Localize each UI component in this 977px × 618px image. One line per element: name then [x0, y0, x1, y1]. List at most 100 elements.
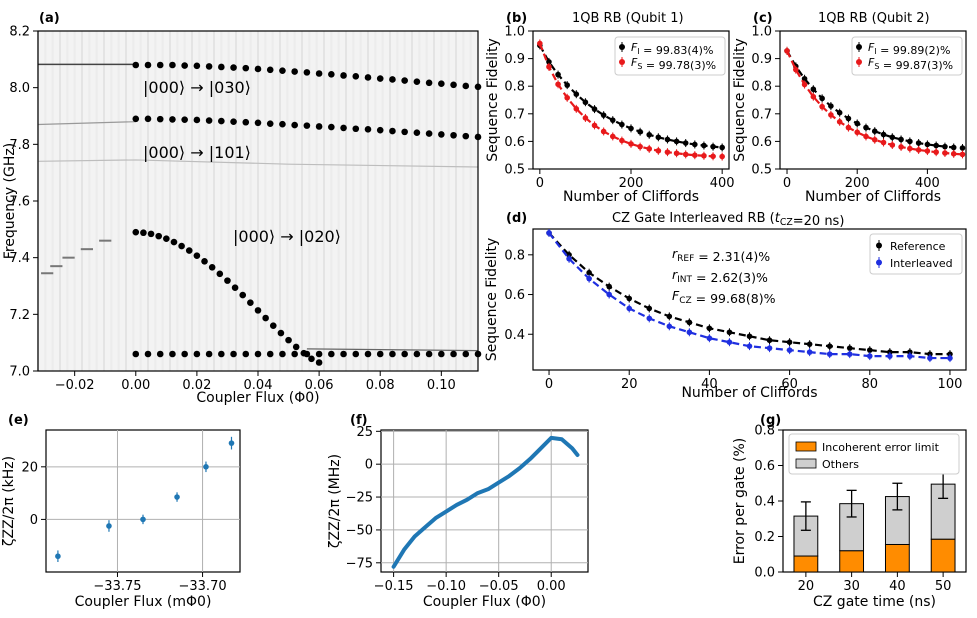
data-point — [170, 238, 178, 246]
y-tick-label: −75 — [346, 556, 373, 571]
data-point — [279, 350, 286, 358]
data-point — [666, 323, 673, 330]
chart-title: 1QB RB (Qubit 1) — [572, 11, 684, 26]
legend-label: Interleaved — [890, 257, 953, 270]
legend-label: Reference — [890, 240, 946, 253]
annotation: |000⟩ → |020⟩ — [233, 227, 341, 246]
annotation: FCZ = 99.68(8)% — [672, 288, 776, 306]
data-point — [606, 283, 612, 290]
data-point — [915, 140, 922, 146]
y-axis-label: ζZZ/2π (kHz) — [1, 456, 17, 546]
annotation: rINT = 2.62(3)% — [672, 267, 768, 285]
data-point — [766, 345, 773, 351]
data-point — [132, 115, 140, 123]
data-point — [140, 516, 146, 523]
data-point — [106, 523, 112, 529]
data-point — [907, 353, 913, 359]
data-point — [786, 339, 793, 345]
data-point — [600, 112, 607, 118]
data-point — [845, 115, 852, 122]
data-point — [719, 153, 725, 160]
y-tick-label: 1.0 — [751, 25, 772, 40]
y-tick-label: 0.8 — [504, 248, 525, 263]
data-point — [564, 94, 570, 101]
data-point — [450, 81, 457, 89]
x-axis-label: Coupler Flux (Φ0) — [423, 594, 546, 610]
data-point — [315, 359, 323, 366]
data-point — [147, 230, 155, 238]
data-point — [401, 350, 408, 358]
y-tick-label: 0 — [365, 458, 373, 473]
data-point — [144, 61, 152, 69]
panel-label: (b) — [506, 11, 527, 26]
spectral-line — [37, 159, 479, 168]
x-tick-label: 0 — [783, 176, 791, 191]
data-point — [546, 230, 552, 236]
data-point — [887, 353, 893, 359]
data-point — [389, 350, 396, 358]
data-point — [413, 78, 421, 86]
data-point — [425, 79, 433, 87]
legend-marker — [619, 59, 625, 65]
y-tick-label: 0.4 — [754, 495, 775, 510]
data-point — [364, 126, 372, 133]
data-point — [784, 48, 790, 54]
data-point — [193, 116, 201, 124]
data-point — [450, 131, 457, 139]
x-tick-label: 30 — [843, 579, 860, 594]
legend-label: FS = 99.87(3)% — [868, 56, 953, 72]
data-point — [826, 351, 833, 357]
y-axis-label: Error per gate (%) — [732, 438, 748, 565]
data-point — [726, 339, 733, 345]
data-point — [854, 120, 861, 127]
data-point — [555, 81, 561, 88]
data-point — [474, 133, 482, 141]
data-point — [826, 343, 833, 349]
data-point — [701, 152, 707, 159]
data-point — [637, 143, 643, 150]
data-point — [218, 63, 225, 71]
data-point — [907, 138, 913, 145]
data-point — [438, 80, 445, 87]
data-point — [218, 117, 225, 125]
plot-frame — [532, 228, 967, 371]
plot-frame — [779, 30, 967, 170]
data-point — [871, 136, 878, 143]
data-point — [606, 291, 612, 298]
legend-label: Others — [822, 458, 859, 471]
data-point — [692, 141, 698, 148]
data-point — [193, 350, 201, 358]
x-tick-label: 0 — [536, 176, 544, 191]
data-point — [315, 123, 323, 130]
data-point — [224, 277, 231, 284]
data-point — [947, 355, 953, 361]
data-point — [231, 284, 239, 292]
y-tick-label: 25 — [356, 425, 373, 440]
data-point — [352, 125, 360, 133]
data-point — [277, 329, 285, 337]
data-point — [315, 350, 323, 358]
y-tick-label: −50 — [346, 523, 373, 538]
x-tick-label: 60 — [781, 377, 798, 392]
y-tick-label: 7.6 — [9, 195, 30, 210]
data-point — [942, 150, 948, 156]
y-tick-label: 0.9 — [504, 52, 525, 67]
spectral-line — [37, 121, 136, 126]
x-tick-label: 0.06 — [305, 378, 334, 393]
x-tick-label: 0.00 — [537, 579, 566, 594]
data-point — [303, 122, 311, 129]
panel-label: (d) — [506, 211, 527, 226]
x-tick-label: 20 — [621, 377, 638, 392]
fit-line — [538, 43, 723, 158]
data-point — [239, 291, 247, 299]
legend-swatch — [795, 458, 817, 469]
legend-marker — [856, 59, 862, 65]
data-point — [181, 62, 188, 69]
x-tick-label: 0 — [545, 377, 553, 392]
data-point — [205, 350, 213, 358]
data-point — [193, 62, 201, 70]
y-tick-label: 8.2 — [9, 25, 30, 40]
fit-line — [548, 232, 950, 356]
y-tick-label: 0.5 — [504, 163, 525, 178]
data-point — [292, 343, 300, 351]
